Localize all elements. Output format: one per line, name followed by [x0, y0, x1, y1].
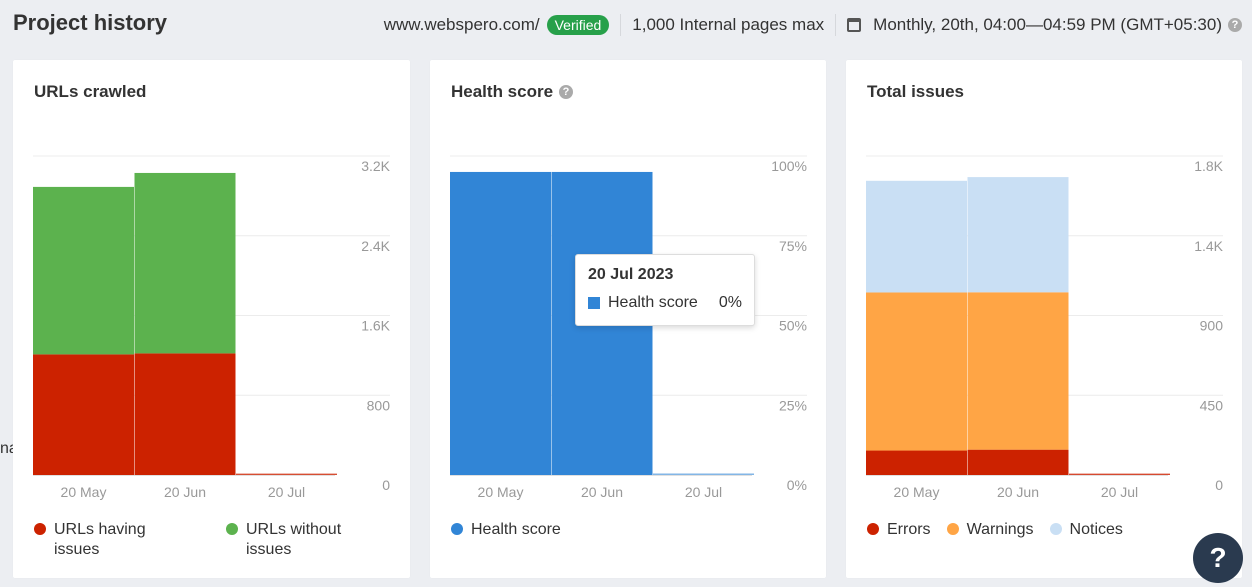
legend-label: Warnings: [966, 521, 1034, 538]
divider: [620, 14, 622, 36]
bar-segment: [1069, 473, 1170, 475]
tooltip-row: Health score 0%: [588, 294, 742, 312]
bar-segment: [967, 177, 1069, 293]
divider: [835, 14, 837, 36]
x-tick-label: 20 May: [894, 484, 940, 500]
bar-segment: [653, 473, 754, 475]
bar-segment: [33, 354, 134, 475]
legend-label: URLs without issues: [246, 521, 342, 558]
bar-segment: [450, 171, 551, 475]
card-title: Total issues: [867, 82, 964, 101]
y-tick-label: 25%: [779, 397, 807, 413]
calendar-icon: [847, 18, 862, 32]
urls-crawled-chart: 0 800 1.6K 2.4K 3.2K 20 May 20 Jun 20 Jul: [33, 155, 391, 500]
y-tick-label: 1.4K: [1194, 238, 1223, 254]
bar-segment: [134, 353, 236, 475]
bar-segment: [33, 186, 134, 355]
verified-badge: Verified: [546, 15, 610, 35]
legend-item[interactable]: URLs having issues: [34, 520, 210, 560]
y-tick-label: 800: [367, 397, 391, 413]
tooltip-value: 0%: [718, 294, 742, 311]
y-tick-label: 1.8K: [1194, 158, 1223, 174]
bar-segment: [236, 473, 337, 475]
y-tick-label: 2.4K: [361, 238, 390, 254]
legend-label: URLs having issues: [54, 521, 146, 558]
help-icon[interactable]: ?: [1228, 18, 1242, 32]
tooltip-date: 20 Jul 2023: [588, 266, 674, 283]
page-title: Project history: [13, 10, 168, 35]
x-tick-label: 20 Jul: [1101, 484, 1138, 500]
bar-segment: [134, 172, 236, 354]
legend-item[interactable]: Health score: [451, 520, 561, 540]
y-tick-label: 1.6K: [361, 318, 390, 334]
chart-legend: Health score: [451, 520, 577, 540]
bar-segment: [866, 292, 967, 451]
y-tick-label: 3.2K: [361, 158, 390, 174]
pages-limit: 1,000 Internal pages max: [632, 15, 825, 34]
legend-dot: [226, 523, 238, 535]
legend-label: Notices: [1069, 521, 1123, 538]
urls-crawled-card: URLs crawled 0 800 1.6K 2.4K 3.2K 20 May 20 Ju…: [13, 60, 410, 578]
crawl-schedule[interactable]: Monthly, 20th, 04:00—04:59 PM (GMT+05:30…: [873, 15, 1222, 34]
y-tick-label: 75%: [779, 238, 807, 254]
legend-item[interactable]: URLs without issues: [226, 520, 386, 560]
x-tick-label: 20 Jul: [268, 484, 305, 500]
project-meta: www.webspero.com/ Verified 1,000 Interna…: [384, 14, 1242, 36]
y-tick-label: 0: [1215, 477, 1223, 493]
legend-dot: [867, 523, 879, 535]
legend-dot: [451, 523, 463, 535]
bar-segment: [967, 292, 1069, 450]
tooltip-series: Health score: [608, 294, 698, 311]
legend-dot: [34, 523, 46, 535]
series-swatch: [588, 297, 600, 309]
legend-item[interactable]: Warnings: [946, 520, 1034, 540]
bar-segment: [866, 180, 967, 293]
x-tick-label: 20 May: [61, 484, 107, 500]
bar-segment: [967, 449, 1069, 475]
help-icon[interactable]: ?: [559, 85, 574, 99]
x-tick-label: 20 May: [478, 484, 524, 500]
x-tick-label: 20 Jun: [997, 484, 1039, 500]
legend-label: Errors: [887, 521, 931, 538]
legend-label: Health score: [471, 521, 561, 538]
x-tick-label: 20 Jun: [164, 484, 206, 500]
card-title: URLs crawled: [34, 82, 147, 101]
chart-legend: Errors Warnings Notices: [867, 520, 1139, 540]
chart-tooltip: 20 Jul 2023 Health score 0%: [575, 254, 755, 326]
bar-segment: [866, 450, 967, 475]
total-issues-card: Total issues 0 450 900 1.4K 1.8K 20 May 20 Jun…: [846, 60, 1242, 578]
legend-dot: [946, 523, 959, 535]
question-icon[interactable]: ?: [1193, 533, 1243, 583]
legend-item[interactable]: Errors: [867, 520, 931, 540]
total-issues-chart: 0 450 900 1.4K 1.8K 20 May 20 Jun 20 Jul: [866, 155, 1224, 500]
x-tick-label: 20 Jul: [685, 484, 722, 500]
legend-item[interactable]: Notices: [1049, 520, 1123, 540]
y-tick-label: 0: [382, 477, 390, 493]
y-tick-label: 100%: [771, 158, 807, 174]
y-tick-label: 450: [1200, 397, 1224, 413]
y-tick-label: 0%: [787, 477, 807, 493]
project-domain-link[interactable]: www.webspero.com/: [383, 15, 540, 34]
y-tick-label: 900: [1200, 318, 1224, 334]
x-tick-label: 20 Jun: [581, 484, 623, 500]
legend-dot: [1049, 523, 1062, 535]
card-title: Health score?: [451, 82, 574, 102]
chart-legend: URLs having issues URLs without issues: [34, 520, 402, 560]
y-tick-label: 50%: [779, 318, 807, 334]
